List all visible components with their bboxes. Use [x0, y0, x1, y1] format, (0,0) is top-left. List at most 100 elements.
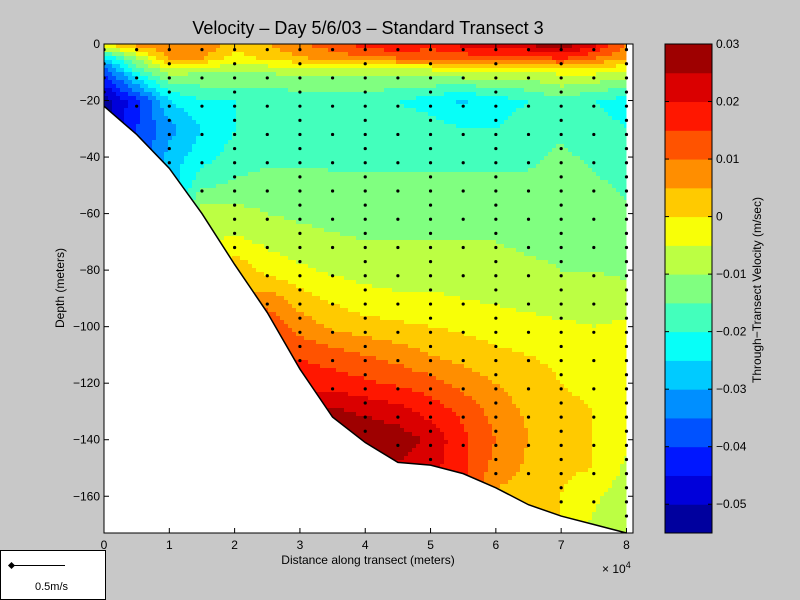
- field-cell: [176, 156, 181, 161]
- field-cell: [204, 112, 209, 117]
- field-cell: [256, 88, 261, 93]
- field-cell: [148, 56, 153, 61]
- field-cell: [244, 88, 249, 93]
- field-cell: [224, 180, 229, 185]
- field-cell: [160, 100, 165, 105]
- field-cell: [256, 76, 261, 81]
- field-cell: [192, 48, 197, 53]
- field-cell: [128, 56, 133, 61]
- field-cell: [168, 116, 173, 121]
- field-cell: [224, 72, 229, 77]
- field-cell: [164, 156, 169, 161]
- field-cell: [236, 244, 241, 249]
- field-cell: [112, 76, 117, 81]
- field-cell: [212, 140, 217, 145]
- field-cell: [168, 128, 173, 133]
- field-cell: [240, 220, 245, 225]
- field-cell: [236, 84, 241, 89]
- field-cell: [124, 92, 129, 97]
- field-cell: [212, 68, 217, 73]
- field-cell: [204, 116, 209, 121]
- field-cell: [216, 92, 221, 97]
- field-cell: [212, 224, 217, 229]
- field-cell: [112, 80, 117, 85]
- field-cell: [264, 144, 269, 149]
- field-cell: [228, 220, 233, 225]
- field-cell: [252, 52, 257, 57]
- field-cell: [260, 56, 265, 61]
- field-cell: [108, 68, 113, 73]
- field-cell: [224, 116, 229, 121]
- field-cell: [244, 212, 249, 217]
- field-cell: [240, 208, 245, 213]
- field-cell: [180, 180, 185, 185]
- field-cell: [204, 52, 209, 57]
- field-cell: [172, 76, 177, 81]
- field-cell: [200, 192, 205, 197]
- chart-title: Velocity – Day 5/6/03 – Standard Transec…: [192, 18, 543, 38]
- field-cell: [260, 124, 265, 129]
- field-cell: [168, 144, 173, 149]
- field-cell: [176, 160, 181, 165]
- field-cell: [192, 140, 197, 145]
- field-cell: [204, 100, 209, 105]
- field-cell: [188, 192, 193, 197]
- field-cell: [200, 148, 205, 153]
- field-cell: [256, 248, 261, 253]
- field-cell: [128, 116, 133, 121]
- field-cell: [196, 188, 201, 193]
- field-cell: [184, 144, 189, 149]
- field-cell: [204, 128, 209, 133]
- field-cell: [208, 56, 213, 61]
- field-cell: [184, 60, 189, 65]
- field-cell: [164, 112, 169, 117]
- field-cell: [252, 56, 257, 61]
- field-cell: [164, 152, 169, 157]
- field-cell: [188, 108, 193, 113]
- field-cell: [116, 100, 121, 105]
- field-cell: [232, 152, 237, 157]
- field-cell: [164, 128, 169, 133]
- field-cell: [224, 220, 229, 225]
- field-cell: [220, 80, 225, 85]
- field-cell: [244, 164, 249, 169]
- field-cell: [208, 152, 213, 157]
- field-cell: [236, 152, 241, 157]
- field-cell: [256, 44, 261, 49]
- field-cell: [132, 108, 137, 113]
- field-cell: [260, 228, 265, 233]
- field-cell: [244, 108, 249, 113]
- field-cell: [248, 272, 253, 277]
- field-cell: [260, 212, 265, 217]
- field-cell: [184, 84, 189, 89]
- field-cell: [156, 72, 161, 77]
- field-cell: [240, 100, 245, 105]
- field-cell: [228, 192, 233, 197]
- field-cell: [212, 144, 217, 149]
- field-cell: [240, 52, 245, 57]
- field-cell: [240, 188, 245, 193]
- field-cell: [220, 152, 225, 157]
- field-cell: [248, 96, 253, 101]
- field-cell: [224, 172, 229, 177]
- field-cell: [228, 100, 233, 105]
- field-cell: [128, 48, 133, 53]
- field-cell: [212, 204, 217, 209]
- field-cell: [116, 80, 121, 85]
- field-cell: [164, 92, 169, 97]
- field-cell: [236, 144, 241, 149]
- field-cell: [216, 232, 221, 237]
- field-cell: [260, 244, 265, 249]
- field-cell: [248, 268, 253, 273]
- field-cell: [180, 156, 185, 161]
- field-cell: [216, 136, 221, 141]
- field-cell: [168, 88, 173, 93]
- field-cell: [256, 176, 261, 181]
- field-cell: [252, 136, 257, 141]
- field-cell: [188, 172, 193, 177]
- field-cell: [120, 84, 125, 89]
- field-cell: [204, 108, 209, 113]
- field-cell: [200, 176, 205, 181]
- field-cell: [256, 200, 261, 205]
- field-cell: [232, 116, 237, 121]
